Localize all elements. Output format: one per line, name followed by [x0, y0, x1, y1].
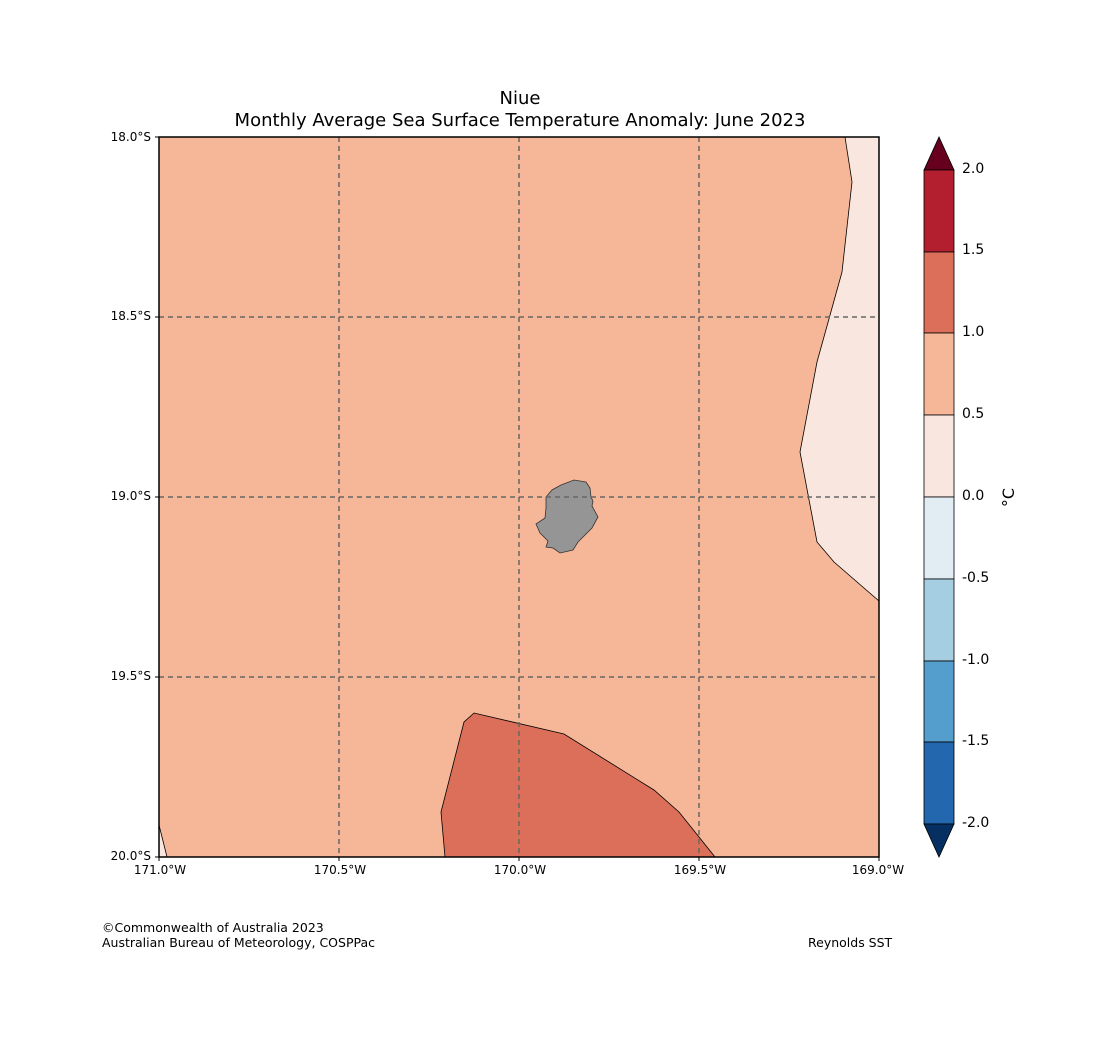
lon-tick-label: 169.0°W: [851, 863, 905, 877]
lat-tick-label: 18.5°S: [110, 309, 151, 323]
colorbar-tick-label: -1.5: [962, 733, 990, 749]
colorbar-over-arrow: [923, 136, 955, 171]
colorbar-tick-label: 0.5: [962, 406, 985, 422]
colorbar-tick-label: 1.5: [962, 242, 985, 258]
agency-text: Australian Bureau of Meteorology, COSPPa…: [102, 935, 375, 950]
colorbar-bin: [923, 741, 955, 825]
colorbar-tick-label: -2.0: [962, 815, 990, 831]
copyright-text: ©Commonwealth of Australia 2023: [102, 920, 324, 935]
map-region-title: Niue: [499, 88, 541, 109]
colorbar-bin: [923, 414, 955, 498]
colorbar-tick-label: -0.5: [962, 570, 990, 586]
lon-tick-label: 170.0°W: [493, 863, 547, 877]
colorbar-bin: [923, 251, 955, 334]
map-grid: [159, 137, 879, 857]
data-source-text: Reynolds SST: [808, 935, 893, 950]
lon-tick-label: 170.5°W: [313, 863, 367, 877]
colorbar-bin: [923, 578, 955, 662]
lat-tick-label: 18.0°S: [110, 130, 151, 144]
colorbar-unit-label: °C: [999, 487, 1019, 508]
colorbar-tick-label: 2.0: [962, 161, 985, 177]
colorbar-tick-label: 0.0: [962, 488, 985, 504]
colorbar-bin: [923, 332, 955, 416]
lon-tick-label: 171.0°W: [133, 863, 187, 877]
lat-tick-label: 19.0°S: [110, 489, 151, 503]
lat-tick-label: 20.0°S: [110, 849, 151, 863]
anomaly-region-south: [440, 712, 716, 858]
colorbar-tick-label: 1.0: [962, 324, 985, 340]
colorbar: [923, 136, 955, 858]
lon-tick-label: 169.5°W: [673, 863, 727, 877]
map-subtitle: Monthly Average Sea Surface Temperature …: [234, 110, 806, 131]
colorbar-bin: [923, 660, 955, 743]
niue-island: [535, 479, 599, 554]
colorbar-under-arrow: [923, 823, 955, 858]
colorbar-tick-label: -1.0: [962, 652, 990, 668]
lat-tick-label: 19.5°S: [110, 669, 151, 683]
colorbar-bin: [923, 496, 955, 580]
colorbar-bin: [923, 169, 955, 253]
